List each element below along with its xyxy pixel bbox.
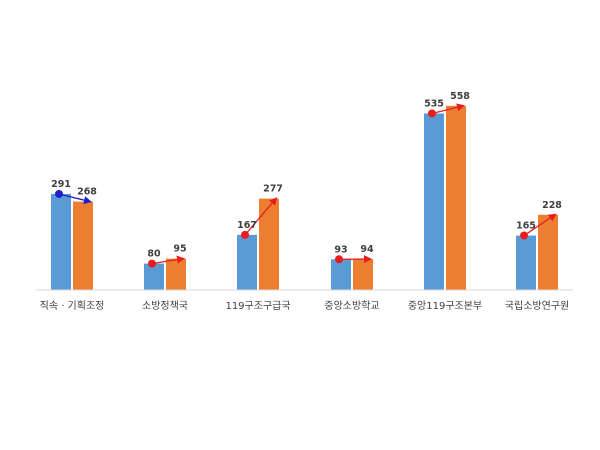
bar-series2-5	[538, 214, 558, 290]
bar-series2-0	[73, 201, 93, 290]
category-label-3: 중앙소방학교	[324, 300, 379, 312]
change-marker-5	[520, 231, 528, 240]
value-label-series1-4: 535	[424, 98, 444, 109]
bar-series1-0	[51, 193, 71, 290]
bar-series2-3	[353, 258, 373, 290]
change-arrow-0	[58, 193, 92, 205]
value-label-series2-5: 228	[542, 200, 562, 211]
change-arrows-layer	[55, 103, 557, 268]
bars-layer	[51, 105, 558, 290]
change-arrow-4	[431, 103, 465, 115]
change-marker-0	[55, 189, 63, 198]
value-label-series1-0: 291	[51, 179, 71, 190]
bar-series1-3	[331, 259, 351, 290]
category-label-1: 소방정책국	[142, 300, 188, 312]
change-marker-2	[241, 230, 249, 239]
value-label-series2-1: 95	[173, 244, 186, 255]
bar-series1-5	[516, 235, 536, 290]
value-label-series1-1: 80	[147, 249, 161, 260]
change-arrow-5	[523, 213, 557, 237]
category-label-2: 119구조구급국	[225, 300, 290, 312]
bar-series1-1	[144, 263, 164, 290]
value-label-series1-3: 93	[334, 244, 347, 255]
category-label-0: 직속 · 기획조정	[40, 300, 105, 312]
change-arrow-1	[151, 255, 185, 265]
category-labels-layer: 직속 · 기획조정 소방정책국 119구조구급국 중앙소방학교 중앙119구조본부 국립소…	[40, 299, 570, 312]
change-marker-1	[148, 259, 156, 268]
category-label-4: 중앙119구조본부	[408, 300, 482, 312]
value-label-series2-3: 94	[360, 244, 374, 255]
value-label-series2-0: 268	[77, 187, 97, 198]
value-label-series1-5: 165	[516, 221, 536, 232]
value-label-series2-2: 277	[263, 184, 283, 195]
bar-series1-2	[237, 234, 257, 290]
bar-series2-1	[166, 258, 186, 290]
change-arrow-2	[244, 197, 278, 236]
value-label-series2-4: 558	[450, 91, 470, 102]
bar-series2-2	[259, 198, 279, 290]
change-marker-4	[428, 109, 436, 118]
value-label-series1-2: 167	[237, 220, 257, 231]
bar-series2-4	[446, 105, 466, 290]
value-labels-layer: 291 268 80 95 167 277 93 94 535 558 165 228	[51, 91, 562, 260]
category-label-5: 국립소방연구원	[505, 299, 569, 312]
change-marker-3	[335, 255, 343, 264]
bar-series1-4	[424, 113, 444, 290]
